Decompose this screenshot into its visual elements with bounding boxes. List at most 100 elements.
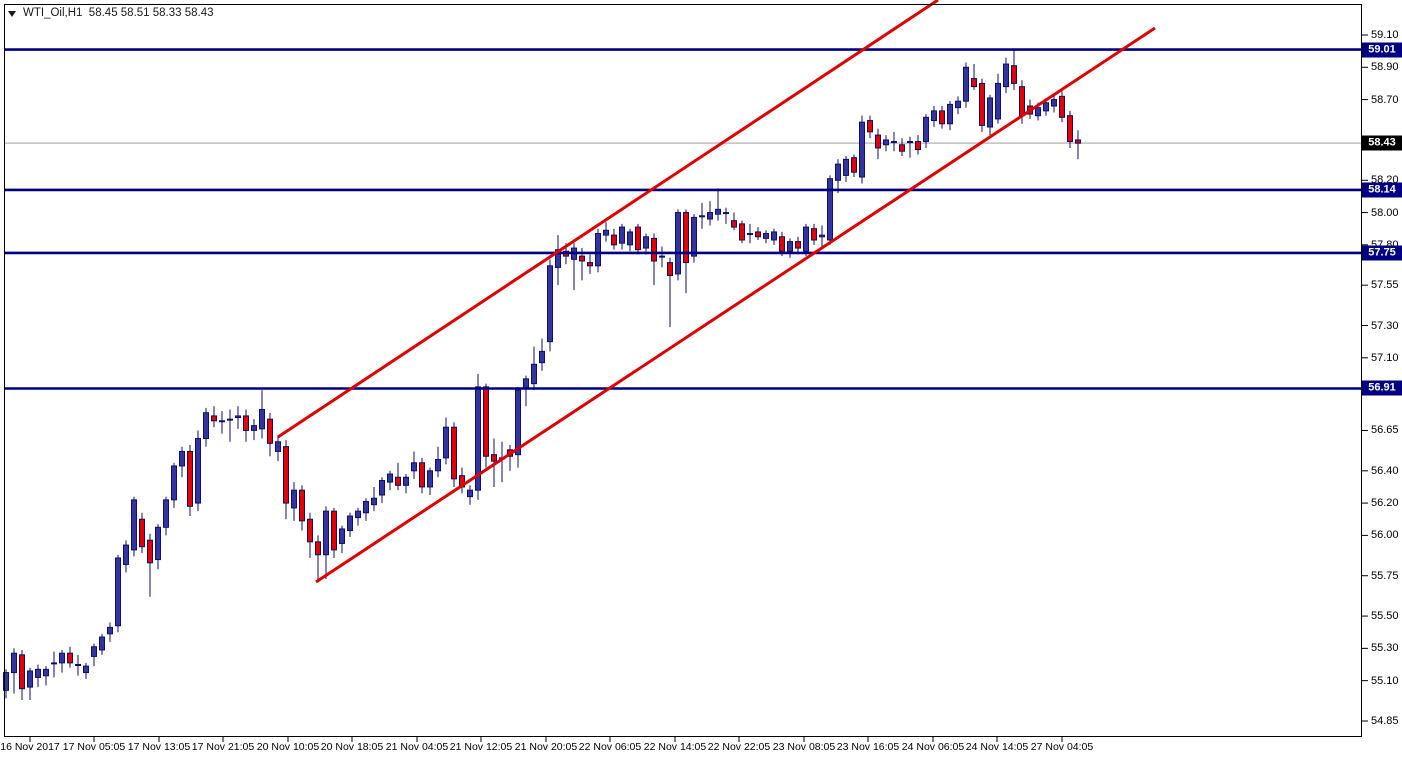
bull-candle-body bbox=[363, 500, 369, 514]
bull-candle-body bbox=[515, 389, 521, 456]
bull-candle-body bbox=[803, 226, 809, 252]
bull-candle-body bbox=[643, 236, 649, 249]
bull-candle-body bbox=[907, 141, 913, 144]
bull-candle-body bbox=[323, 510, 329, 556]
x-axis-tick-label: 17 Nov 05:05 bbox=[62, 741, 126, 753]
x-axis-tick-label: 23 Nov 08:05 bbox=[772, 741, 836, 753]
chart-title-bar: WTI_Oil,H1 58.45 58.51 58.33 58.43 bbox=[8, 5, 214, 21]
bull-candle-body bbox=[723, 212, 729, 215]
bear-candle-body bbox=[139, 518, 145, 548]
bull-candle-body bbox=[923, 116, 929, 143]
bull-candle-body bbox=[379, 479, 385, 496]
x-axis-tick-label: 20 Nov 10:05 bbox=[256, 741, 320, 753]
bear-candle-body bbox=[331, 510, 337, 551]
bull-candle-body bbox=[467, 489, 473, 498]
bull-candle-body bbox=[819, 234, 825, 238]
bull-candle-body bbox=[531, 363, 537, 385]
bull-candle-body bbox=[155, 526, 161, 561]
bull-candle-body bbox=[131, 499, 137, 551]
bull-candle-body bbox=[555, 249, 561, 268]
y-axis-tick-label: 56.00 bbox=[1371, 529, 1399, 542]
bull-candle-body bbox=[115, 557, 121, 627]
bull-candle-body bbox=[3, 672, 9, 691]
level-price-badge: 59.01 bbox=[1362, 42, 1402, 58]
bear-candle-body bbox=[243, 415, 249, 431]
ohlc-readout: WTI_Oil,H1 58.45 58.51 58.33 58.43 bbox=[23, 7, 214, 19]
bull-candle-body bbox=[883, 139, 889, 146]
bull-candle-body bbox=[1003, 63, 1009, 88]
bear-candle-body bbox=[1075, 139, 1081, 144]
bear-candle-body bbox=[979, 82, 985, 126]
bull-candle-body bbox=[43, 668, 49, 677]
bull-candle-body bbox=[475, 386, 481, 491]
bull-candle-body bbox=[995, 82, 1001, 120]
y-axis-tick-label: 59.10 bbox=[1371, 29, 1399, 41]
y-axis-tick-label: 55.10 bbox=[1371, 674, 1399, 687]
bull-candle-body bbox=[371, 497, 377, 506]
y-axis-tick-label: 56.40 bbox=[1371, 464, 1399, 477]
symbol-dropdown-icon[interactable] bbox=[8, 10, 16, 17]
bear-candle-body bbox=[683, 212, 689, 264]
y-axis-tick-label: 57.10 bbox=[1371, 351, 1399, 364]
bull-candle-body bbox=[747, 233, 753, 236]
bear-candle-body bbox=[187, 450, 193, 507]
bull-candle-body bbox=[987, 97, 993, 128]
bull-candle-body bbox=[955, 100, 961, 109]
bull-candle-body bbox=[347, 515, 353, 532]
x-axis-tick-label: 22 Nov 06:05 bbox=[578, 741, 642, 753]
bull-candle-body bbox=[435, 459, 441, 472]
bear-candle-body bbox=[667, 262, 673, 277]
lower-channel-line bbox=[315, 26, 1156, 584]
bear-candle-body bbox=[579, 255, 585, 262]
bear-candle-body bbox=[739, 223, 745, 241]
bull-candle-body bbox=[171, 465, 177, 501]
bull-candle-body bbox=[1043, 102, 1049, 112]
bull-candle-body bbox=[523, 378, 529, 389]
bear-candle-body bbox=[491, 454, 497, 462]
bull-candle-body bbox=[403, 476, 409, 486]
bull-candle-body bbox=[963, 66, 969, 102]
bear-candle-body bbox=[211, 415, 217, 422]
bull-candle-body bbox=[603, 229, 609, 236]
bull-candle-body bbox=[427, 470, 433, 488]
level-price-badge: 57.75 bbox=[1362, 245, 1402, 261]
x-axis-tick-label: 17 Nov 13:05 bbox=[127, 741, 191, 753]
bull-candle-body bbox=[1051, 99, 1057, 107]
bull-candle-body bbox=[123, 544, 129, 565]
current-price-badge: 58.43 bbox=[1362, 135, 1402, 151]
bull-candle-body bbox=[947, 103, 953, 125]
bear-candle-body bbox=[867, 120, 873, 133]
bull-candle-body bbox=[387, 473, 393, 483]
bull-candle-body bbox=[83, 665, 89, 674]
bear-candle-body bbox=[1067, 115, 1073, 143]
x-axis-tick-label: 22 Nov 22:05 bbox=[707, 741, 771, 753]
bear-candle-body bbox=[451, 426, 457, 480]
y-axis-tick-label: 58.90 bbox=[1371, 61, 1399, 74]
bull-candle-body bbox=[59, 652, 65, 664]
bear-candle-body bbox=[795, 241, 801, 249]
x-axis-tick-label: 23 Nov 16:05 bbox=[836, 741, 900, 753]
y-axis-tick-label: 57.55 bbox=[1371, 279, 1399, 292]
y-axis-tick-label: 56.20 bbox=[1371, 497, 1399, 510]
bear-candle-body bbox=[651, 237, 657, 262]
bull-candle-body bbox=[547, 265, 553, 343]
bull-candle-body bbox=[443, 426, 449, 459]
bear-candle-body bbox=[1011, 65, 1017, 84]
bear-candle-body bbox=[283, 446, 289, 504]
y-axis-tick-label: 55.30 bbox=[1371, 642, 1399, 655]
bear-candle-body bbox=[315, 541, 321, 556]
bull-candle-body bbox=[715, 208, 721, 215]
bear-candle-body bbox=[779, 236, 785, 252]
bull-candle-body bbox=[859, 121, 865, 178]
bull-candle-body bbox=[539, 350, 545, 364]
bull-candle-body bbox=[891, 141, 897, 144]
bear-candle-body bbox=[67, 652, 73, 664]
bear-candle-body bbox=[611, 234, 617, 246]
bull-candle-body bbox=[835, 163, 841, 181]
bull-candle-body bbox=[691, 216, 697, 257]
bear-candle-body bbox=[307, 518, 313, 543]
bear-candle-body bbox=[851, 157, 857, 173]
bear-candle-body bbox=[635, 226, 641, 251]
